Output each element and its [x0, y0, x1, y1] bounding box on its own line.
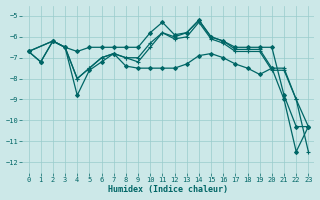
X-axis label: Humidex (Indice chaleur): Humidex (Indice chaleur) [108, 185, 228, 194]
